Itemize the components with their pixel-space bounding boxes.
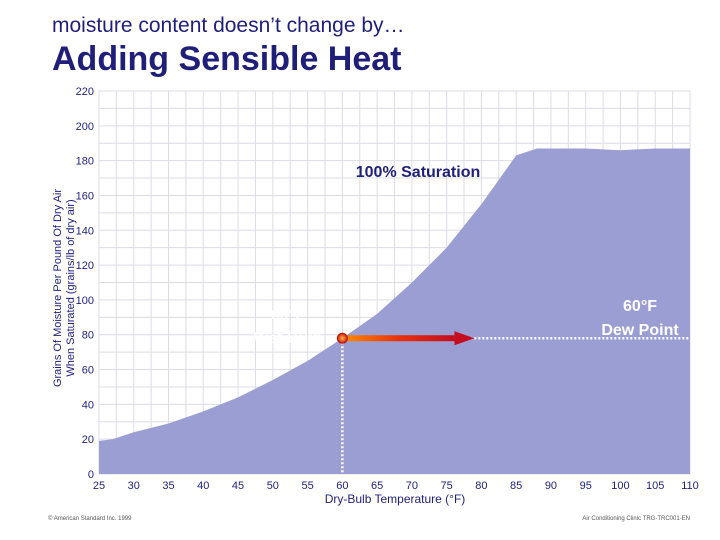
y-tick-label: 20 bbox=[82, 434, 94, 446]
x-tick-label: 110 bbox=[681, 480, 699, 492]
dew-point-label-line2: Dew Point bbox=[601, 322, 679, 339]
y-tick-label: 220 bbox=[76, 86, 94, 98]
chart-title: Adding Sensible Heat bbox=[52, 40, 402, 78]
y-tick-label: 140 bbox=[76, 225, 94, 237]
footer-copyright: © American Standard Inc. 1999 bbox=[48, 516, 132, 522]
wet-bulb-label-line2: Wet Bulb bbox=[253, 330, 322, 347]
y-tick-label: 160 bbox=[76, 190, 94, 202]
y-tick-label: 0 bbox=[88, 469, 94, 481]
x-tick-label: 55 bbox=[301, 480, 313, 492]
x-tick-label: 35 bbox=[162, 480, 174, 492]
x-tick-label: 90 bbox=[545, 480, 557, 492]
x-tick-label: 65 bbox=[371, 480, 383, 492]
footer-source: Air Conditioning Clinic TRG-TRC001-EN bbox=[582, 516, 690, 522]
x-tick-label: 70 bbox=[406, 480, 418, 492]
wet-bulb-label-line1: 60°F bbox=[271, 307, 305, 324]
y-tick-label: 180 bbox=[76, 156, 94, 168]
chart-subtitle: moisture content doesn’t change by… bbox=[52, 14, 405, 37]
y-tick-label: 40 bbox=[82, 399, 94, 411]
y-tick-label: 100 bbox=[76, 295, 94, 307]
x-tick-label: 100 bbox=[611, 480, 629, 492]
y-tick-label: 200 bbox=[76, 121, 94, 133]
x-tick-label: 25 bbox=[93, 480, 105, 492]
y-tick-label: 60 bbox=[82, 365, 94, 377]
saturation-label: 100% Saturation bbox=[356, 164, 480, 181]
saturation-area bbox=[99, 148, 690, 474]
x-tick-label: 80 bbox=[475, 480, 487, 492]
state-point-marker bbox=[336, 332, 348, 344]
x-tick-label: 30 bbox=[128, 480, 140, 492]
x-tick-label: 50 bbox=[267, 480, 279, 492]
x-tick-label: 40 bbox=[197, 480, 209, 492]
dew-point-label-line1: 60°F bbox=[623, 298, 657, 315]
y-tick-label: 120 bbox=[76, 260, 94, 272]
x-tick-label: 95 bbox=[580, 480, 592, 492]
x-tick-label: 105 bbox=[646, 480, 664, 492]
sensible-heat-arrow-head bbox=[454, 331, 475, 346]
x-tick-label: 45 bbox=[232, 480, 244, 492]
x-tick-label: 60 bbox=[336, 480, 348, 492]
x-tick-label: 85 bbox=[510, 480, 522, 492]
x-axis-label: Dry-Bulb Temperature (°F) bbox=[325, 492, 466, 506]
y-tick-label: 80 bbox=[82, 330, 94, 342]
sensible-heat-arrow-shaft bbox=[342, 335, 455, 342]
axis-ticks: 0 20 40 60 80 100 120 140 160 180 200 220 25 30 35 40 45… bbox=[76, 86, 699, 492]
x-tick-label: 75 bbox=[441, 480, 453, 492]
